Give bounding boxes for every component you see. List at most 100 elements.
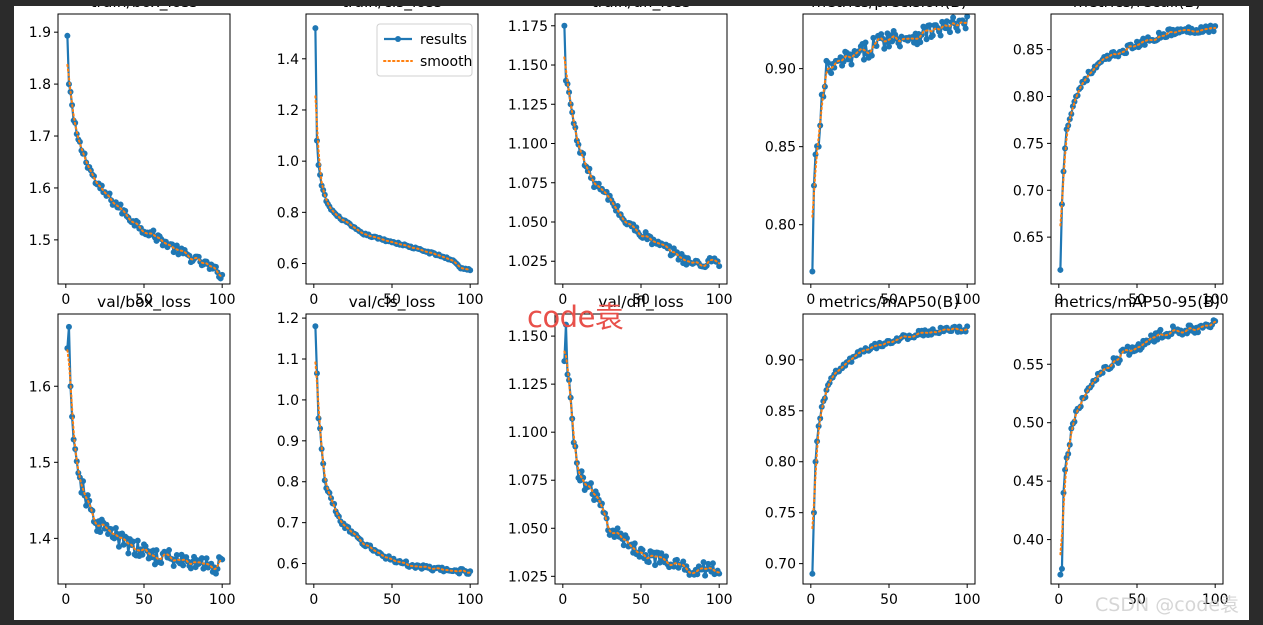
results-point (203, 555, 210, 562)
results-point (825, 59, 832, 66)
x-tick-label: 100 (457, 292, 484, 308)
results-point (1205, 28, 1212, 35)
y-tick-label: 1.150 (508, 329, 548, 345)
chart-panel-4: metrics/recall(B) 0 50 100 0.65 0.70 0.75 0.80 0… (1013, 0, 1229, 308)
results-point (125, 550, 132, 557)
y-tick-label: 0.70 (1013, 183, 1044, 199)
results-point (130, 538, 137, 545)
results-point (848, 61, 855, 68)
results-point (929, 32, 936, 39)
csdn-credit: CSDN @code袁 (1095, 594, 1240, 616)
y-tick-label: 0.90 (765, 353, 796, 369)
results-point (120, 541, 127, 548)
watermark-text: code袁 (527, 300, 624, 334)
results-point (1124, 343, 1131, 350)
y-tick-label: 1.9 (29, 25, 51, 41)
results-point (166, 547, 173, 554)
results-point (173, 551, 180, 558)
smooth-line (1059, 26, 1217, 227)
legend-box (376, 23, 473, 77)
results-point (878, 31, 885, 38)
y-tick-label: 0.80 (765, 218, 796, 234)
results-point (587, 480, 594, 487)
y-tick-label: 1.0 (277, 154, 299, 170)
chart-title: metrics/recall(B) (1073, 6, 1201, 11)
results-line (1059, 24, 1217, 270)
results-point (64, 32, 71, 39)
y-tick-label: 0.6 (277, 557, 299, 573)
results-point (652, 562, 659, 569)
results-line (314, 326, 472, 575)
results-point (150, 227, 157, 234)
plot-frame (554, 13, 728, 285)
chart-panel-1: train/cls_loss 0 50 100 0.6 0.8 1.0 1.2 1.4 resul… (277, 0, 484, 308)
chart-panel-5: val/box_loss 0 50 100 1.4 1.5 1.6 (29, 293, 236, 608)
y-tick-label: 1.125 (508, 377, 548, 393)
results-point (809, 268, 816, 275)
x-tick-label: 0 (61, 292, 70, 308)
results-point (594, 491, 601, 498)
y-tick-label: 1.025 (508, 254, 548, 270)
smooth-line (811, 327, 969, 530)
y-tick-label: 1.2 (277, 311, 299, 327)
results-line (563, 323, 721, 577)
results-point (889, 38, 896, 45)
results-point (612, 207, 619, 214)
x-tick-label: 0 (309, 292, 318, 308)
results-point (837, 54, 844, 61)
results-point (617, 530, 624, 537)
y-tick-label: 0.8 (277, 205, 299, 221)
results-point (97, 528, 104, 535)
y-tick-label: 1.025 (508, 569, 548, 585)
results-point (694, 571, 701, 578)
results-point (117, 201, 124, 208)
smooth-line (314, 361, 472, 574)
x-tick-label: 100 (1202, 292, 1229, 308)
results-point (809, 570, 816, 577)
results-point (636, 553, 643, 560)
y-tick-label: 1.6 (29, 181, 51, 197)
results-line (66, 35, 224, 280)
x-tick-label: 0 (806, 592, 815, 608)
results-point (562, 321, 569, 328)
x-tick-label: 100 (1202, 592, 1229, 608)
results-line (66, 325, 223, 575)
results-point (591, 497, 598, 503)
results-point (320, 460, 327, 467)
y-tick-label: 0.85 (1013, 43, 1044, 59)
results-point (153, 237, 160, 244)
results-point (173, 242, 180, 249)
x-tick-label: 50 (1128, 292, 1146, 308)
results-point (1058, 201, 1065, 208)
x-tick-label: 100 (706, 592, 733, 608)
smooth-line (563, 56, 721, 268)
results-point (345, 524, 352, 531)
results-point (153, 547, 160, 554)
x-tick-label: 100 (954, 292, 981, 308)
x-tick-label: 0 (558, 292, 567, 308)
y-tick-label: 1.1 (277, 352, 299, 368)
y-tick-label: 0.80 (765, 455, 796, 471)
results-point (65, 323, 72, 330)
results-point (1057, 266, 1064, 273)
results-point (870, 34, 877, 41)
results-point (658, 550, 665, 557)
y-tick-label: 1.075 (508, 473, 548, 489)
results-point (964, 323, 971, 330)
results-line (811, 325, 969, 574)
results-point (680, 558, 687, 565)
results-point (312, 25, 319, 32)
results-point (860, 56, 867, 63)
results-point (175, 251, 182, 258)
results-point (198, 555, 205, 562)
y-tick-label: 0.75 (1013, 136, 1044, 152)
y-tick-label: 1.175 (508, 19, 548, 35)
legend-results-label: results (420, 32, 467, 48)
x-tick-label: 0 (806, 292, 815, 308)
results-point (467, 267, 474, 274)
results-point (158, 560, 165, 567)
plot-frame (802, 313, 976, 585)
chart-panel-8: metrics/mAP50(B)0 50 1000.700.750.800.850.… (765, 293, 981, 608)
results-point (1058, 565, 1065, 572)
results-point (673, 556, 680, 563)
